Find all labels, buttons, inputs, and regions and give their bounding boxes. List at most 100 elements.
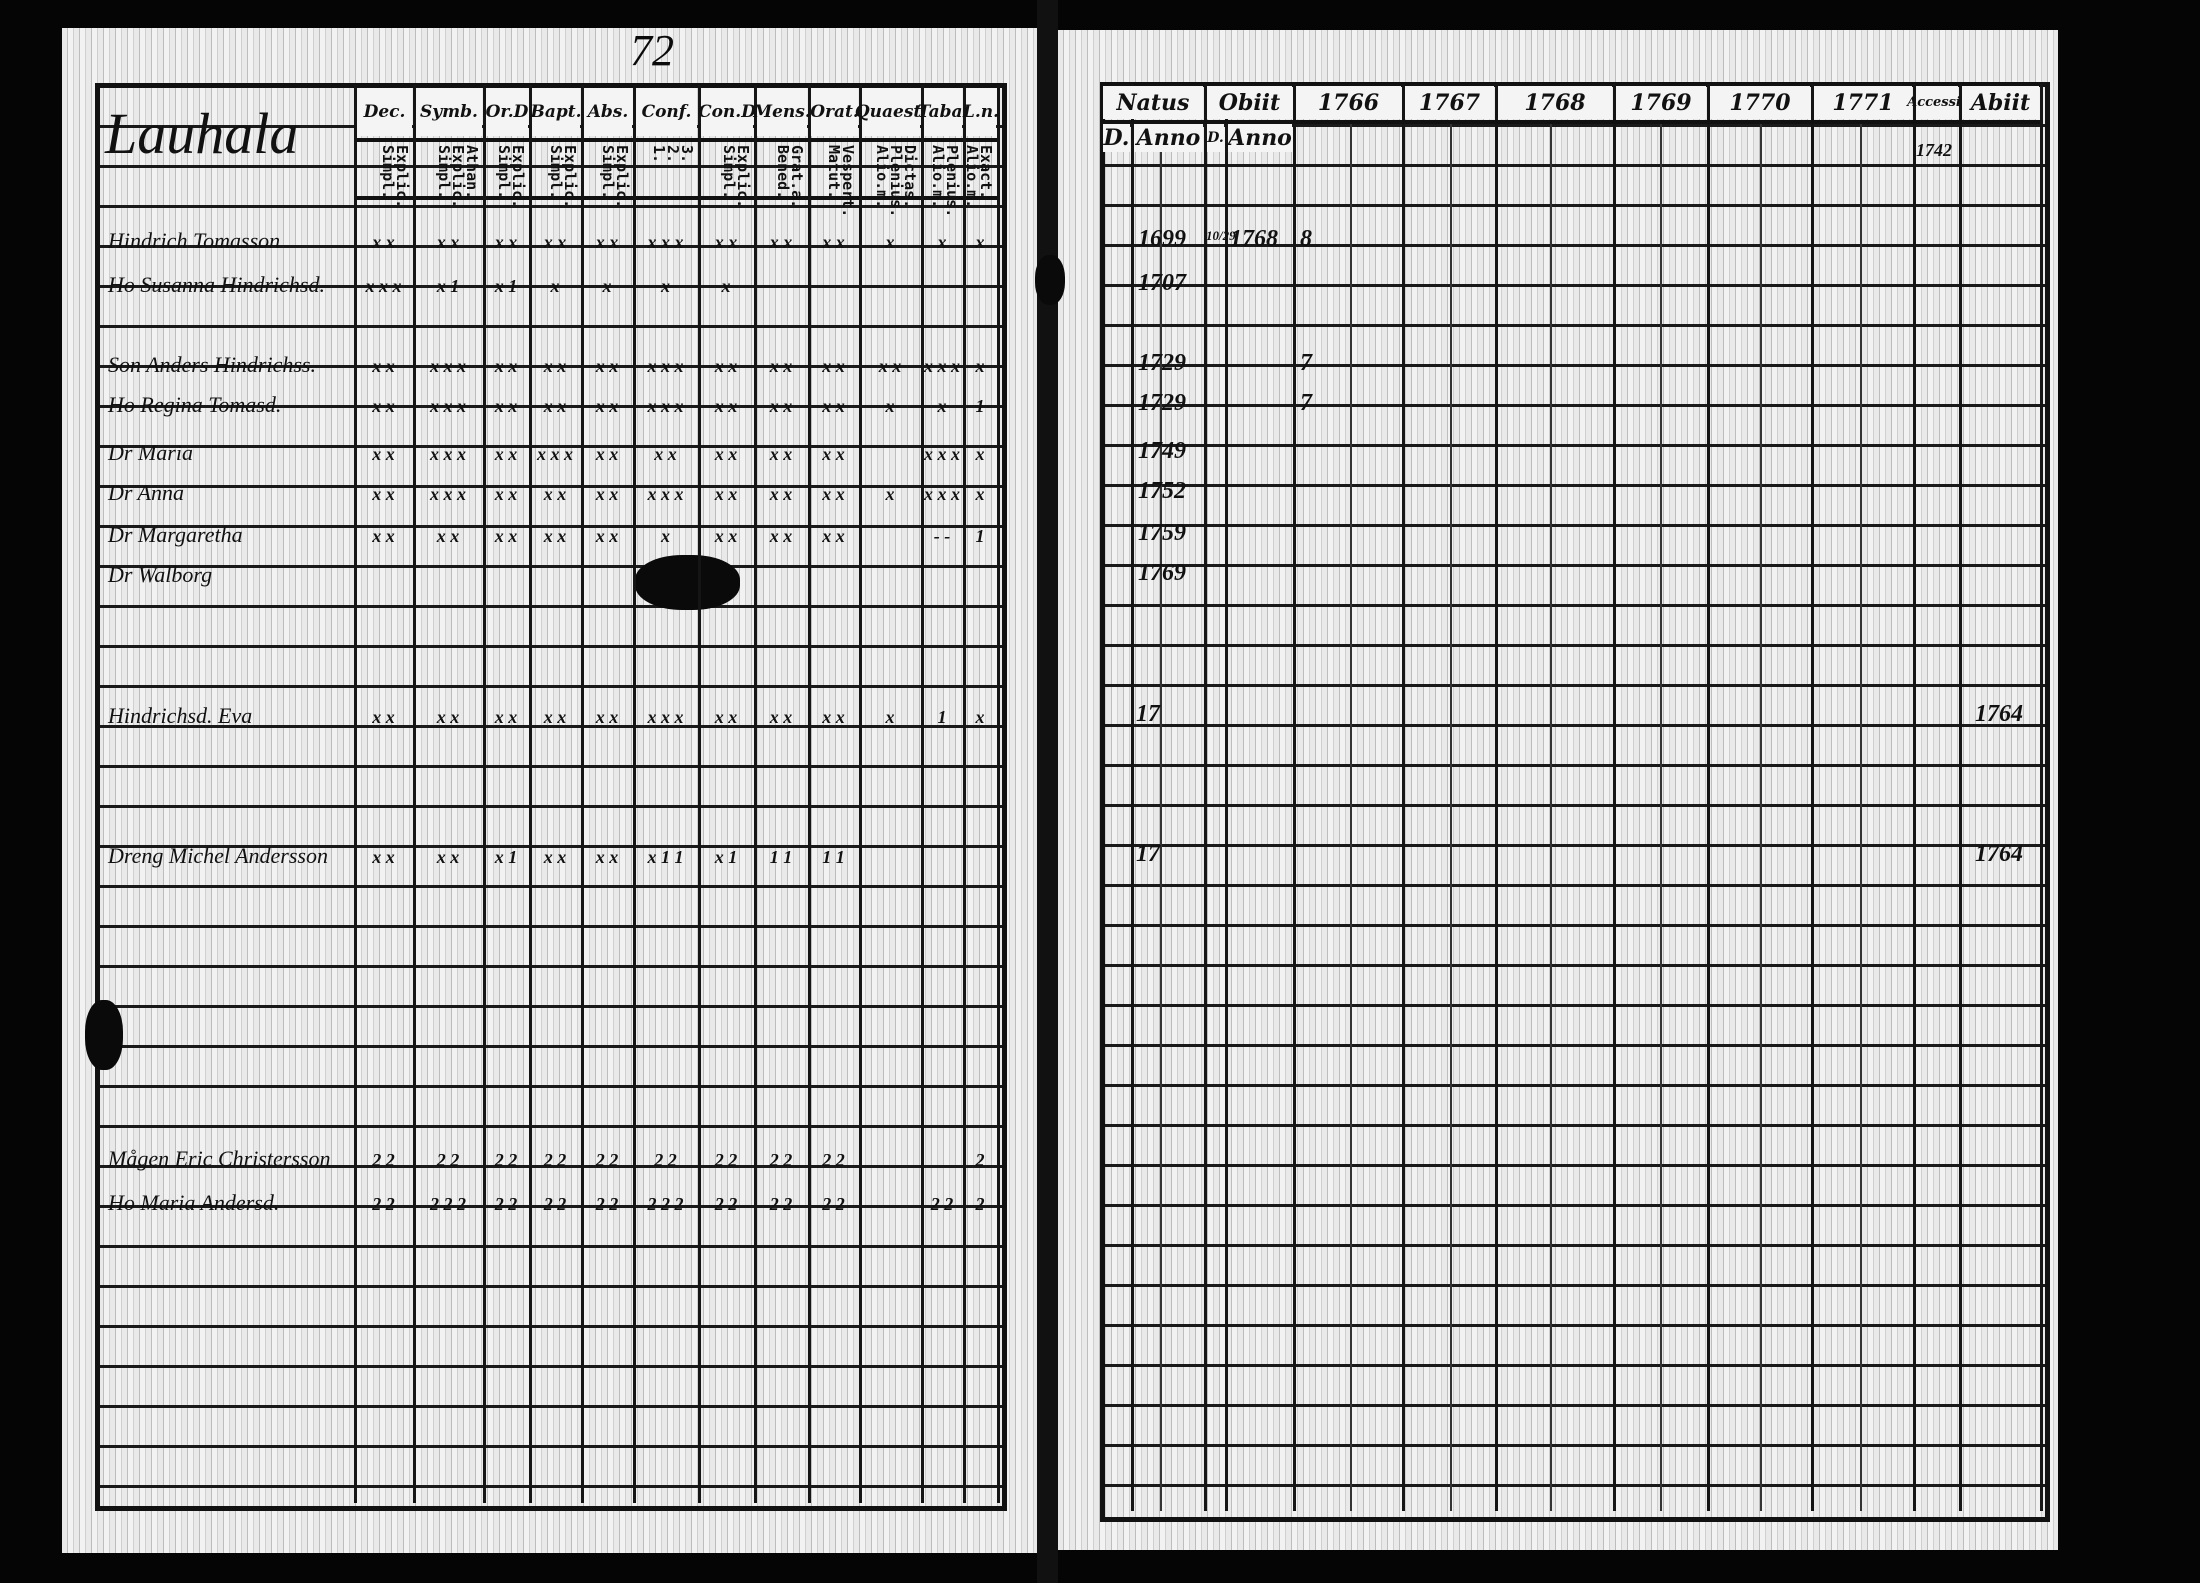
catechism-mark: 2 2 xyxy=(372,1194,395,1214)
birth-year: 1759 xyxy=(1138,520,1186,546)
column-rule xyxy=(1959,84,1962,1511)
register-name: Son Anders Hindrichss. xyxy=(108,352,316,377)
catechism-mark: x xyxy=(721,276,731,296)
column-rule xyxy=(1613,84,1616,1511)
catechism-mark: x xyxy=(885,396,895,416)
catechism-mark: x xyxy=(602,276,612,296)
catechism-mark: x x xyxy=(822,444,845,464)
catechism-mark: x x x xyxy=(647,484,684,504)
catechism-mark: x x xyxy=(714,526,738,546)
column-header: Symb. xyxy=(416,88,482,136)
column-subheader: Explic. Simpl. xyxy=(379,145,411,209)
catechism-mark: x x xyxy=(822,396,845,416)
column-header: Orat. xyxy=(810,88,859,136)
register-name: Dr Margaretha xyxy=(108,522,243,547)
column-header: 1770 xyxy=(1710,86,1810,119)
column-rule xyxy=(1293,84,1296,1511)
catechism-mark: x x xyxy=(714,232,738,252)
catechism-mark: x xyxy=(975,444,985,464)
column-header: Quaest. xyxy=(855,88,927,136)
column-subrule xyxy=(1350,122,1352,1511)
catechism-mark: x 1 xyxy=(494,276,518,296)
column-rule xyxy=(698,85,701,1503)
catechism-mark: 2 2 xyxy=(822,1194,845,1214)
column-subheader: 3. 2. 1. xyxy=(650,145,696,164)
catechism-mark: 2 2 xyxy=(822,1150,845,1170)
column-header: 1768 xyxy=(1498,86,1612,119)
column-subheader: Grat.a. Bened. xyxy=(774,145,806,209)
catechism-mark: x x x xyxy=(924,484,960,504)
column-rule xyxy=(997,85,1000,1503)
column-header: 1766 xyxy=(1296,86,1401,119)
birth-year: 1707 xyxy=(1138,270,1186,296)
catechism-mark: x x xyxy=(372,232,395,252)
accessit-year: 1742 xyxy=(1916,140,1952,160)
column-header: Abs. xyxy=(584,88,632,136)
catechism-mark: 1 1 xyxy=(769,847,793,867)
column-subrule xyxy=(1660,122,1662,1511)
catechism-mark: x x xyxy=(543,232,567,252)
catechism-mark: x x xyxy=(714,396,738,416)
birth-year: 1769 xyxy=(1138,560,1186,586)
catechism-mark: x xyxy=(975,707,985,727)
register-name: Mågen Eric Christersson xyxy=(108,1146,331,1171)
catechism-mark: x x xyxy=(769,356,793,376)
column-subheader: Plenius. Alio.m. xyxy=(929,145,961,218)
catechism-mark: x x xyxy=(543,356,567,376)
column-rule xyxy=(1707,84,1710,1511)
catechism-mark: x x x xyxy=(365,276,402,296)
catechism-mark: 2 2 xyxy=(714,1194,738,1214)
catechism-mark: x x xyxy=(543,396,567,416)
catechism-mark: x x xyxy=(494,232,518,252)
abiit-year: 1764 xyxy=(1975,701,2023,727)
catechism-mark: x x xyxy=(372,396,395,416)
catechism-mark: x x xyxy=(494,396,518,416)
column-subheader: Explic. Simpl. xyxy=(547,145,579,209)
catechism-mark: x x xyxy=(372,707,395,727)
catechism-mark: x x xyxy=(595,444,619,464)
catechism-mark: 2 2 xyxy=(930,1194,954,1214)
header-rule xyxy=(354,196,999,200)
catechism-mark: x x xyxy=(372,526,395,546)
catechism-mark: x x xyxy=(769,707,793,727)
column-rule xyxy=(1913,84,1916,1511)
catechism-mark: x x xyxy=(543,707,567,727)
column-subheader: Exact. Alio.m. xyxy=(963,145,995,209)
column-subrule xyxy=(1450,122,1452,1511)
catechism-mark: x x xyxy=(372,484,395,504)
ink-blot xyxy=(1035,255,1065,305)
column-rule xyxy=(529,85,532,1503)
column-rule xyxy=(859,85,862,1503)
column-subrule xyxy=(1550,122,1552,1511)
column-rule xyxy=(1204,84,1207,1511)
catechism-mark: 2 xyxy=(975,1150,985,1170)
catechism-mark: 2 2 xyxy=(769,1150,793,1170)
column-rule xyxy=(1402,84,1405,1511)
catechism-mark: 2 2 xyxy=(769,1194,793,1214)
catechism-mark: x x xyxy=(543,484,567,504)
column-header: Abiit xyxy=(1962,86,2039,119)
book-gutter xyxy=(1037,0,1058,1583)
catechism-mark: 1 xyxy=(937,707,947,727)
catechism-mark: x x x xyxy=(647,707,684,727)
catechism-mark: x x xyxy=(494,356,518,376)
column-subrule xyxy=(1860,122,1862,1511)
column-subrule xyxy=(1760,122,1762,1511)
catechism-mark: 2 2 xyxy=(494,1194,518,1214)
catechism-mark: x x xyxy=(769,444,793,464)
catechism-mark: x x x xyxy=(924,444,960,464)
catechism-mark: x x xyxy=(714,356,738,376)
birth-day: 17 xyxy=(1136,701,1160,727)
catechism-mark: 1 xyxy=(975,396,985,416)
column-rule xyxy=(581,85,584,1503)
catechism-mark: x x xyxy=(714,707,738,727)
catechism-mark: x x xyxy=(436,847,460,867)
catechism-mark: x x xyxy=(494,444,518,464)
catechism-mark: x x xyxy=(494,484,518,504)
page-number: 72 xyxy=(630,26,674,75)
catechism-mark: 2 2 xyxy=(595,1194,619,1214)
catechism-mark: x x xyxy=(822,232,845,252)
catechism-mark: x x xyxy=(822,707,845,727)
catechism-mark: x x xyxy=(494,707,518,727)
register-name: Dreng Michel Andersson xyxy=(108,843,328,868)
